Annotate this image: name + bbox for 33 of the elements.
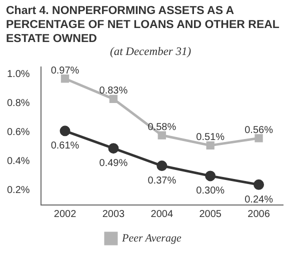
x-tick-label: 2005 xyxy=(199,208,222,220)
chart-subtitle: (at December 31) xyxy=(110,46,192,58)
y-tick-label: 1.0% xyxy=(6,69,30,80)
chart-title: Chart 4. NONPERFORMING ASSETS AS A PERCENTAGE OF NET LOANS AND OTHER REAL ESTATE OWNED xyxy=(6,4,280,46)
data-label: 0.58% xyxy=(148,122,176,134)
point xyxy=(254,134,263,142)
data-label: 0.49% xyxy=(99,158,128,170)
point xyxy=(109,94,118,104)
point xyxy=(158,131,166,140)
data-label: 0.30% xyxy=(196,186,225,197)
point xyxy=(60,74,70,83)
data-label: 0.61% xyxy=(50,140,80,152)
point xyxy=(206,141,214,150)
point xyxy=(60,126,70,136)
data-label: 0.97% xyxy=(50,65,80,76)
y-tick-label: 0.2% xyxy=(6,185,30,196)
y-tick-label: 0.8% xyxy=(6,98,30,110)
x-tick-label: 2002 xyxy=(54,208,77,220)
x-tick-label: 2006 xyxy=(248,208,270,220)
legend-label: Peer Average xyxy=(120,232,182,244)
y-tick-label: 0.4% xyxy=(6,156,30,168)
y-tick-label: 0.6% xyxy=(6,127,30,138)
x-tick-label: 2004 xyxy=(150,208,174,220)
data-label: 0.83% xyxy=(99,86,128,97)
x-tick-label: 2003 xyxy=(102,208,126,220)
point xyxy=(108,143,119,154)
data-label: 0.24% xyxy=(244,194,274,206)
data-label: 0.51% xyxy=(196,132,225,144)
data-label: 0.56% xyxy=(244,124,274,136)
data-label: 0.37% xyxy=(148,176,176,187)
point xyxy=(254,179,264,190)
point xyxy=(156,160,168,172)
point xyxy=(205,170,216,182)
